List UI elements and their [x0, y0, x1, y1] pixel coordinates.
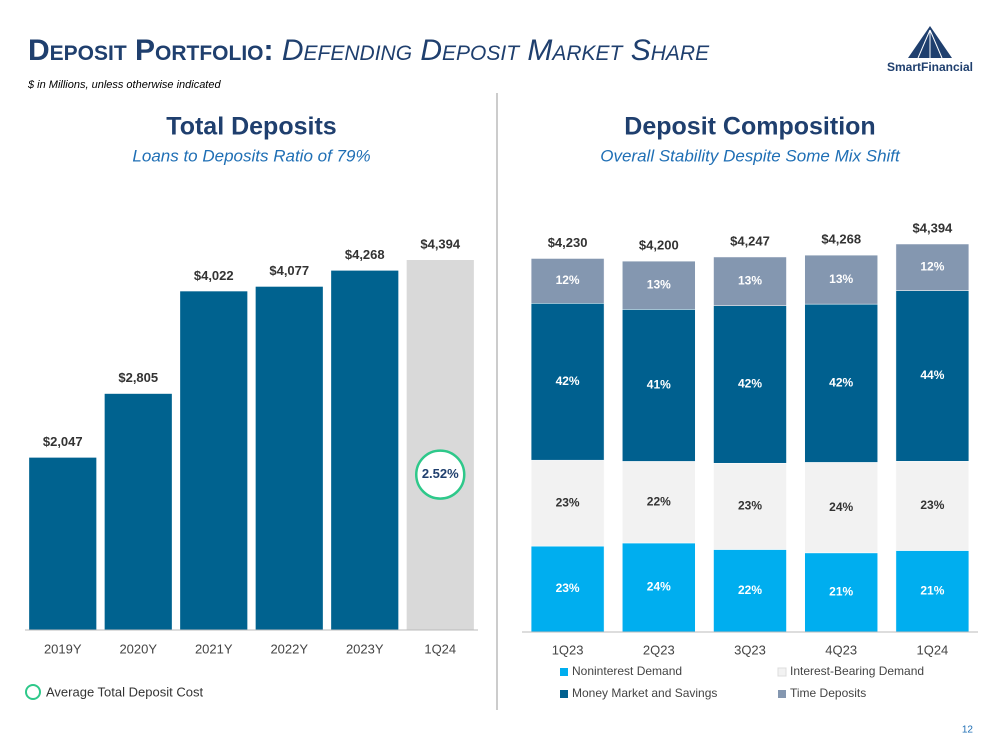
page-number: 12: [962, 725, 974, 736]
segment-label: 12%: [920, 259, 944, 273]
title-main: Deposit Portfolio:: [28, 34, 274, 67]
bar-segment: [804, 552, 878, 633]
total-label: $4,394: [913, 220, 954, 235]
logo-text: SmartFinancial: [887, 60, 973, 74]
bar: [29, 457, 97, 630]
legend-label: Average Total Deposit Cost: [46, 684, 203, 699]
bar-segment: [530, 459, 605, 547]
title-italic: Defending Deposit Market Share: [282, 34, 710, 67]
x-tick-label: 1Q24: [916, 642, 948, 657]
bar-segment: [804, 303, 878, 463]
legend-label: Money Market and Savings: [572, 686, 717, 700]
bar-segment: [895, 461, 970, 551]
segment-label: 44%: [920, 368, 944, 382]
bar: [104, 393, 172, 630]
x-tick-label: 2Q23: [643, 642, 675, 657]
segment-label: 13%: [647, 277, 671, 291]
bar: [255, 286, 323, 630]
bar: [406, 260, 474, 630]
logo-icon-line: [917, 29, 931, 59]
logo: SmartFinancial: [887, 26, 973, 74]
bar-segment: [530, 303, 605, 461]
segment-label: 23%: [556, 495, 580, 509]
annotation-marker: [415, 449, 466, 500]
bar-segment: [713, 256, 787, 306]
x-tick-label: 2022Y: [270, 641, 308, 656]
note: $ in Millions, unless otherwise indicate…: [27, 79, 221, 91]
segment-label: 23%: [556, 581, 580, 595]
bar-segment: [622, 260, 696, 310]
x-tick-label: 1Q24: [424, 641, 456, 656]
bar: [180, 291, 248, 630]
total-label: $4,200: [639, 238, 679, 253]
x-tick-label: 4Q23: [825, 642, 857, 657]
total-label: $4,230: [548, 235, 588, 250]
legend-swatch: [560, 690, 568, 698]
legend-marker: [25, 684, 41, 700]
x-tick-label: 1Q23: [552, 642, 584, 657]
value-label: $4,268: [345, 247, 385, 262]
chart-title: Deposit Composition: [624, 113, 875, 141]
slide-title: Deposit Portfolio: Defending Deposit Mar…: [28, 34, 710, 67]
chart-subtitle: Overall Stability Despite Some Mix Shift: [600, 146, 901, 165]
x-tick-label: 2021Y: [195, 641, 233, 656]
bar-segment: [895, 243, 970, 291]
value-label: $4,077: [269, 263, 309, 278]
segment-label: 13%: [738, 274, 762, 288]
x-tick-label: 2020Y: [119, 641, 157, 656]
segment-label: 23%: [920, 498, 944, 512]
segment-label: 42%: [829, 375, 853, 389]
legend-label: Interest-Bearing Demand: [790, 664, 924, 678]
segment-label: 42%: [738, 377, 762, 391]
annotation: 2.52%: [422, 466, 459, 481]
segment-label: 13%: [829, 272, 853, 286]
legend-swatch: [777, 667, 787, 677]
value-label: $2,805: [118, 370, 158, 385]
segment-label: 23%: [738, 499, 762, 513]
chart-title: Total Deposits: [166, 113, 336, 141]
legend-label: Noninterest Demand: [572, 664, 682, 678]
x-tick-label: 2019Y: [44, 641, 82, 656]
chart-subtitle: Loans to Deposits Ratio of 79%: [132, 146, 370, 165]
x-tick-label: 2023Y: [346, 641, 384, 656]
bar-segment: [804, 254, 878, 305]
segment-label: 24%: [647, 580, 671, 594]
bar-segment: [895, 550, 970, 633]
total-label: $4,247: [730, 233, 770, 248]
segment-label: 24%: [829, 500, 853, 514]
legend-label: Time Deposits: [790, 686, 866, 700]
bar: [331, 270, 399, 630]
segment-label: 22%: [647, 494, 671, 508]
logo-icon-line: [929, 29, 943, 59]
value-label: $2,047: [43, 434, 83, 449]
total-label: $4,268: [821, 232, 861, 247]
bar-segment: [895, 290, 970, 462]
value-label: $4,394: [420, 236, 461, 251]
bar-segment: [713, 462, 787, 550]
segment-label: 41%: [647, 378, 671, 392]
bar-segment: [804, 462, 878, 554]
legend-swatch: [560, 668, 568, 676]
value-label: $4,022: [194, 268, 234, 283]
bar-segment: [713, 549, 787, 633]
segment-label: 21%: [829, 585, 853, 599]
legend-swatch: [778, 690, 786, 698]
segment-label: 21%: [920, 583, 944, 597]
bar-segment: [713, 305, 787, 464]
segment-label: 42%: [556, 374, 580, 388]
bar-segment: [530, 258, 605, 304]
segment-label: 12%: [556, 273, 580, 287]
bar-segment: [622, 461, 696, 544]
segment-label: 22%: [738, 583, 762, 597]
bar-segment: [530, 545, 605, 633]
x-tick-label: 3Q23: [734, 642, 766, 657]
